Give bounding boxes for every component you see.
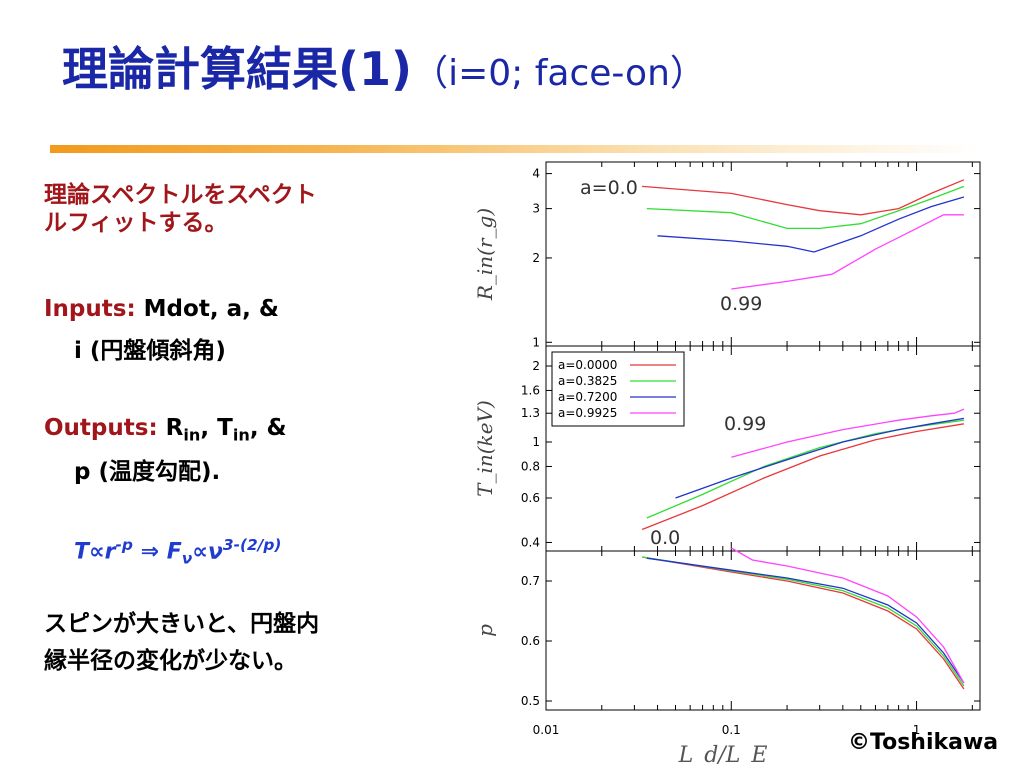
series-line-tin-3 (731, 408, 965, 458)
x-tick-label: 1 (913, 723, 921, 737)
legend-label: a=0.7200 (558, 390, 617, 404)
y-tick-label-rin: 4 (532, 167, 540, 181)
y-tick-label-p: 0.7 (521, 574, 540, 588)
y-tick-label-tin: 0.4 (521, 535, 540, 549)
annotation-099-tin: 0.99 (724, 413, 766, 435)
spin-line-2: 縁半径の変化が少ない。 (44, 647, 297, 674)
series-line-tin-2 (675, 417, 965, 499)
series-line-rin-1 (646, 185, 965, 230)
spin-line-1: スピンが大きいと、円盤内 (44, 611, 320, 637)
x-axis-label: L_d/L_E (678, 743, 768, 766)
temperature-formula: T∝r-p ⇒ Fν∝ν3-(2/p) (74, 536, 281, 568)
y-axis-label-p: p (473, 624, 497, 637)
y-tick-label-tin: 0.8 (521, 459, 540, 473)
intro-line-1: 理論スペクトルをスペクト (44, 182, 317, 208)
series-line-tin-0 (641, 423, 965, 531)
formula-sub: ν (181, 549, 193, 568)
formula-exp-2: 3-(2/p) (222, 536, 282, 554)
intro-text: 理論スペクトルをスペクト ルフィットする。 (44, 182, 424, 237)
legend-label: a=0.0000 (558, 358, 617, 372)
series-line-rin-2 (657, 196, 965, 253)
y-tick-label-p: 0.5 (521, 694, 540, 708)
outputs-bullet: Outputs: Rin, Tin, & p (温度勾配). (44, 415, 287, 485)
outputs-line-2: p (温度勾配). (74, 458, 221, 485)
slide-title-sub: （i=0; face-on） (412, 53, 706, 94)
annotation-099-rin: 0.99 (720, 293, 762, 315)
outputs-tail: , & (249, 415, 287, 441)
y-tick-label-rin: 2 (532, 251, 540, 265)
inputs-label: Inputs: (44, 296, 136, 322)
results-figure: 1 2 3 4 R_in(r_g) 0.4 0.6 0.8 1 1.3 1.6 2 T_in(keV) 0… (473, 161, 981, 766)
x-tick-label: 0.01 (533, 723, 560, 737)
outputs-t: T (217, 415, 233, 441)
legend-label: a=0.3825 (558, 374, 617, 388)
y-tick-label-tin: 2 (532, 359, 540, 373)
slide-title: 理論計算結果(1)（i=0; face-on） (62, 46, 706, 92)
formula-exp-1: -p (115, 536, 133, 554)
y-tick-label-tin: 1.6 (521, 383, 540, 397)
slide-title-main: 理論計算結果(1) (62, 42, 413, 96)
outputs-r-sub: in (183, 425, 201, 445)
formula-lhs: T∝r (74, 539, 116, 565)
y-axis-label-rin: R_in(r_g) (473, 208, 497, 301)
y-tick-label-p: 0.6 (521, 634, 540, 648)
series-line-rin-0 (642, 179, 965, 216)
series-line-p-2 (646, 557, 965, 684)
legend-box (551, 351, 685, 427)
inputs-bullet: Inputs: Mdot, a, & i (円盤傾斜角) (44, 296, 279, 365)
y-tick-label-rin: 3 (532, 202, 540, 216)
outputs-label: Outputs: (44, 415, 158, 441)
title-underline (50, 145, 980, 153)
copyright: ©Toshikawa (848, 730, 999, 755)
intro-line-2: ルフィットする。 (44, 209, 228, 236)
inputs-text: Mdot, a, & (143, 296, 279, 322)
x-tick-label: 0.1 (722, 723, 741, 737)
outputs-t-sub: in (232, 425, 250, 445)
spin-conclusion: スピンが大きいと、円盤内 縁半径の変化が少ない。 (44, 606, 434, 680)
panel-frame-p (545, 550, 981, 711)
y-tick-label-tin: 1.3 (521, 406, 540, 420)
series-line-rin-3 (731, 214, 964, 290)
series-line-p-1 (642, 556, 965, 687)
outputs-r: R (165, 415, 184, 441)
y-tick-label-tin: 0.6 (521, 491, 540, 505)
inputs-line-2: i (円盤傾斜角) (74, 337, 226, 364)
series-line-p-0 (641, 556, 965, 690)
legend-label: a=0.9925 (558, 406, 617, 420)
y-tick-label-tin: 1 (532, 435, 540, 449)
annotation-a-0: a=0.0 (580, 177, 638, 199)
y-tick-label-rin: 1 (532, 335, 540, 349)
formula-mid: ⇒ F (132, 539, 182, 565)
annotation-00-tin: 0.0 (650, 527, 680, 549)
y-axis-label-tin: T_in(keV) (473, 400, 497, 497)
formula-rhs: ∝ν (192, 539, 223, 565)
series-line-tin-1 (646, 419, 964, 519)
series-line-p-3 (730, 547, 965, 684)
